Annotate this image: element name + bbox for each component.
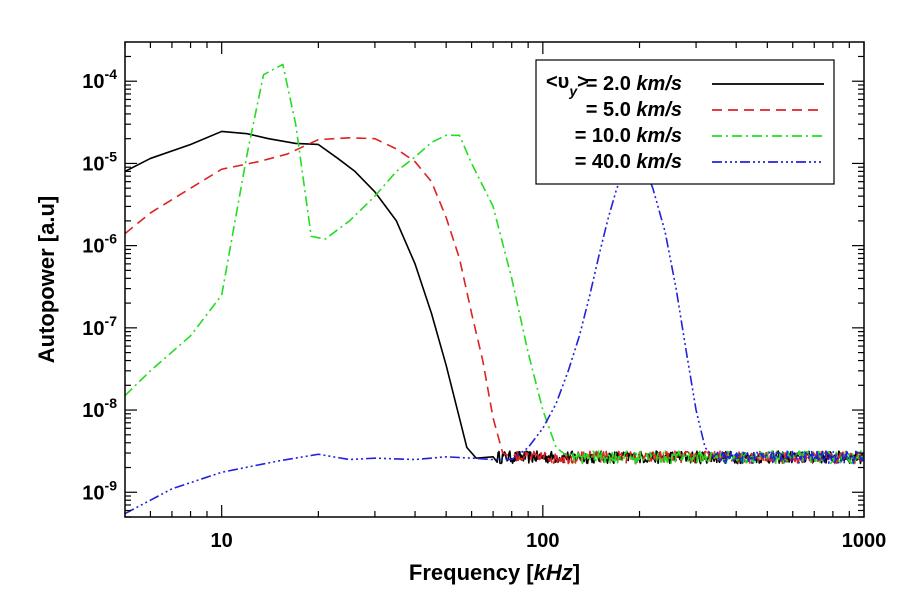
x-tick-label: 100	[526, 530, 559, 552]
series-line-2	[125, 137, 864, 465]
legend-symbol-close: >	[577, 71, 589, 93]
plot-frame	[124, 41, 865, 518]
legend-entries: = 2.0 km/s = 5.0 km/s = 10.0 km/s = 40.0 km…	[575, 73, 824, 173]
y-tick-label: 10-9	[82, 477, 117, 504]
y-tick-label: 10-7	[82, 313, 117, 340]
legend-label-2: = 5.0 km/s	[586, 99, 682, 121]
x-tick-label: 1000	[842, 530, 887, 552]
x-axis-title-close: ]	[573, 560, 580, 585]
y-tick-label: 10-8	[82, 395, 117, 422]
legend: <υy> = 2.0 km/s = 5.0 km/s = 10.0 km/s = 40…	[535, 59, 835, 185]
legend-label-1: = 2.0 km/s	[586, 73, 682, 95]
legend-symbol: <υy>	[546, 71, 589, 99]
y-axis-title: Autopower [a.u]	[34, 196, 59, 363]
series-layer	[125, 63, 864, 515]
y-tick-label: 10-4	[82, 66, 117, 93]
x-tick-label: 10	[211, 530, 233, 552]
x-axis-title: Frequency [kHz]	[409, 560, 580, 585]
x-axis-title-unit: kHz	[534, 560, 573, 585]
series-line-3	[125, 63, 864, 465]
series-line-4	[125, 160, 864, 515]
legend-symbol-open: <υ	[546, 71, 569, 93]
legend-label-3: = 10.0 km/s	[575, 125, 682, 147]
y-tick-label: 10-5	[82, 148, 117, 175]
legend-label-4: = 40.0 km/s	[575, 151, 682, 173]
ticks-layer: 10 100 1000 10-9 10-8 10-7 10-6 10-5 10-4	[82, 42, 886, 552]
x-axis-title-main: Frequency [	[409, 560, 534, 585]
legend-symbol-sub: y	[568, 83, 578, 99]
legend-box	[535, 59, 835, 185]
y-tick-label: 10-6	[82, 231, 117, 258]
